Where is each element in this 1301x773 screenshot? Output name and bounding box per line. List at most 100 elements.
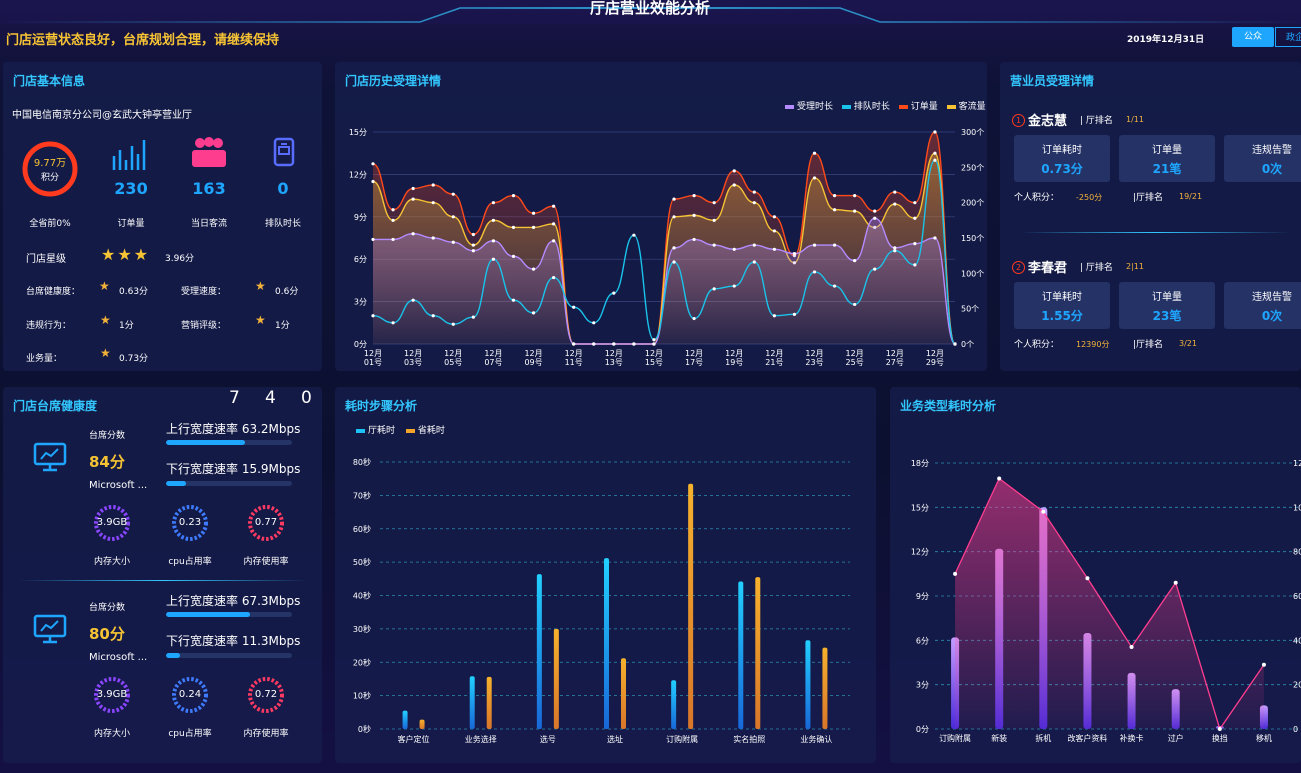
data-point[interactable] <box>752 190 756 194</box>
data-point[interactable] <box>772 247 776 251</box>
data-point[interactable] <box>491 257 496 261</box>
data-point[interactable] <box>772 229 776 233</box>
data-point[interactable] <box>471 243 475 247</box>
data-point[interactable] <box>471 249 475 253</box>
data-point[interactable] <box>572 342 576 346</box>
data-point[interactable] <box>752 201 756 205</box>
data-point[interactable] <box>732 183 736 187</box>
data-point[interactable] <box>431 201 435 205</box>
data-point[interactable] <box>893 202 897 206</box>
data-point[interactable] <box>531 267 536 271</box>
bar-hall[interactable] <box>402 710 408 729</box>
data-point[interactable] <box>592 321 596 325</box>
data-point[interactable] <box>712 243 716 247</box>
data-point[interactable] <box>812 151 817 155</box>
data-point[interactable] <box>511 194 516 198</box>
data-point[interactable] <box>411 186 415 191</box>
data-point[interactable] <box>772 215 776 219</box>
bar-hall[interactable] <box>738 581 744 729</box>
bar-hall[interactable] <box>805 640 811 729</box>
data-point[interactable] <box>451 240 455 244</box>
data-point[interactable] <box>391 321 395 325</box>
data-point[interactable] <box>873 216 877 220</box>
data-point[interactable] <box>712 287 716 291</box>
data-point[interactable] <box>752 260 756 264</box>
data-point[interactable] <box>451 192 455 196</box>
data-point[interactable] <box>732 284 736 288</box>
bar-hall[interactable] <box>536 574 542 729</box>
data-point[interactable] <box>752 243 756 247</box>
data-point[interactable] <box>933 158 937 162</box>
data-point[interactable] <box>1217 727 1222 731</box>
data-point[interactable] <box>672 215 676 219</box>
data-point[interactable] <box>632 233 636 237</box>
data-point[interactable] <box>997 476 1002 481</box>
data-point[interactable] <box>511 225 516 229</box>
data-point[interactable] <box>1085 576 1090 581</box>
data-point[interactable] <box>511 298 516 302</box>
data-point[interactable] <box>692 213 696 217</box>
data-point[interactable] <box>1041 509 1046 514</box>
data-point[interactable] <box>572 305 576 309</box>
data-point[interactable] <box>411 232 415 236</box>
data-point[interactable] <box>672 197 676 201</box>
data-point[interactable] <box>953 342 957 346</box>
data-point[interactable] <box>371 162 375 166</box>
legend-item[interactable]: 厅耗时 <box>356 426 395 436</box>
bar-province[interactable] <box>688 483 694 729</box>
data-point[interactable] <box>913 216 917 220</box>
tab-public[interactable]: 公众 <box>1232 27 1274 47</box>
data-point[interactable] <box>451 322 455 326</box>
data-point[interactable] <box>371 179 375 184</box>
data-point[interactable] <box>732 169 736 173</box>
data-point[interactable] <box>893 190 897 194</box>
bar-hall[interactable] <box>604 558 609 729</box>
data-point[interactable] <box>933 236 937 240</box>
data-point[interactable] <box>391 237 395 242</box>
data-point[interactable] <box>953 571 958 576</box>
data-point[interactable] <box>632 342 636 346</box>
bar-hall[interactable] <box>469 676 475 729</box>
data-point[interactable] <box>391 208 395 212</box>
data-point[interactable] <box>431 183 435 187</box>
data-point[interactable] <box>471 315 475 319</box>
data-point[interactable] <box>371 314 375 318</box>
data-point[interactable] <box>832 243 837 247</box>
data-point[interactable] <box>832 284 837 288</box>
data-point[interactable] <box>672 260 676 264</box>
data-point[interactable] <box>431 236 435 240</box>
data-point[interactable] <box>832 194 837 198</box>
data-point[interactable] <box>491 201 496 205</box>
data-point[interactable] <box>391 218 395 222</box>
data-point[interactable] <box>692 237 696 242</box>
data-point[interactable] <box>812 270 817 274</box>
data-point[interactable] <box>652 342 656 346</box>
data-point[interactable] <box>692 316 696 321</box>
bar-province[interactable] <box>755 577 761 729</box>
data-point[interactable] <box>873 209 877 213</box>
data-point[interactable] <box>531 211 536 215</box>
data-point[interactable] <box>531 311 536 315</box>
data-point[interactable] <box>712 201 716 205</box>
data-point[interactable] <box>873 267 877 271</box>
data-point[interactable] <box>552 239 556 243</box>
data-point[interactable] <box>933 151 937 155</box>
data-point[interactable] <box>411 197 415 201</box>
bar-province[interactable] <box>822 647 828 729</box>
data-point[interactable] <box>552 222 556 226</box>
data-point[interactable] <box>592 342 596 346</box>
data-point[interactable] <box>732 247 736 251</box>
data-point[interactable] <box>712 218 716 222</box>
bar-province[interactable] <box>486 676 492 729</box>
data-point[interactable] <box>371 237 375 242</box>
data-point[interactable] <box>792 312 797 316</box>
data-point[interactable] <box>652 338 656 342</box>
legend-item[interactable]: 订单量 <box>898 102 938 112</box>
data-point[interactable] <box>853 302 857 307</box>
data-point[interactable] <box>1129 644 1134 649</box>
data-point[interactable] <box>853 209 857 213</box>
data-point[interactable] <box>853 194 857 198</box>
data-point[interactable] <box>812 243 817 247</box>
data-point[interactable] <box>511 254 516 258</box>
data-point[interactable] <box>832 208 837 212</box>
